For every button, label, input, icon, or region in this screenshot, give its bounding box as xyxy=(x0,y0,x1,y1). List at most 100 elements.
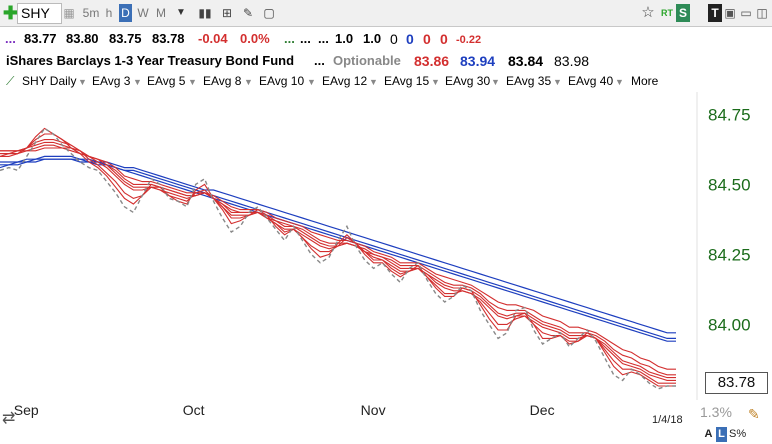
minimize-icon[interactable]: ▭ xyxy=(740,6,752,20)
fund-bid: 83.86 xyxy=(414,53,450,69)
quote-change: -0.04 xyxy=(198,31,228,46)
percent-label: 1.3% xyxy=(700,404,732,420)
series-eavg-35 xyxy=(0,158,676,339)
long-ema-group xyxy=(0,155,676,342)
chevron-down-icon[interactable]: ▼ xyxy=(133,77,142,87)
series-eavg-12 xyxy=(0,144,676,376)
legend-icon: ⟋ xyxy=(6,74,15,88)
series-eavg-3 xyxy=(0,127,676,387)
quote-v1: 1.0 xyxy=(335,31,354,46)
chevron-down-icon[interactable]: ▼ xyxy=(369,77,378,87)
fund-last: 83.84 xyxy=(508,53,544,69)
interval-w[interactable]: W xyxy=(137,6,149,20)
y-tick-label: 84.75 xyxy=(708,105,751,124)
a-button[interactable]: A xyxy=(704,428,713,440)
quote-v6: 0 xyxy=(440,31,448,47)
short-ema-group xyxy=(0,127,676,387)
list-grid-icon[interactable]: ▦ xyxy=(63,6,75,20)
quote-row: ... 83.77 83.80 83.75 83.78 -0.04 0.0% .… xyxy=(0,31,772,49)
x-axis: Sep Oct Nov Dec xyxy=(14,402,555,418)
x-tick-label: Dec xyxy=(530,402,555,418)
legend-item-eavg8[interactable]: EAvg 8 xyxy=(203,74,242,88)
rt-icon[interactable]: RT xyxy=(661,8,673,18)
chevron-down-icon[interactable]: ▼ xyxy=(553,77,562,87)
legend-item-shy-daily[interactable]: SHY Daily xyxy=(22,74,77,88)
window-icon[interactable]: ◫ xyxy=(756,6,768,20)
quote-dots4: ... xyxy=(318,31,329,46)
quote-v4: 0 xyxy=(406,31,414,47)
chevron-down-icon[interactable]: ▼ xyxy=(244,77,253,87)
quote-change-pct: 0.0% xyxy=(240,31,270,46)
chevron-down-icon[interactable]: ▼ xyxy=(615,77,624,87)
series-eavg-30 xyxy=(0,158,676,342)
t-icon[interactable]: T xyxy=(708,4,722,22)
chevron-down-icon[interactable]: ▼ xyxy=(431,77,440,87)
legend-item-eavg30[interactable]: EAvg 30 xyxy=(445,74,491,88)
chevron-down-icon[interactable]: ▼ xyxy=(188,77,197,87)
last-price-box: 83.78 xyxy=(705,372,768,394)
pencil-icon[interactable]: ✎ xyxy=(748,406,760,422)
chevron-down-icon[interactable]: ▼ xyxy=(307,77,316,87)
fund-row: iShares Barclays 1-3 Year Treasury Bond … xyxy=(0,53,772,71)
series-eavg-15 xyxy=(0,147,676,370)
chevron-down-icon[interactable]: ▼ xyxy=(78,77,87,87)
chart-toolbar: ✚ SHY ▦ 5m h D W M ▼ ▮▮ ⊞ ✎ ▢ ☆ RT S T ▣… xyxy=(0,0,772,27)
chevron-down-icon[interactable]: ▼ xyxy=(491,77,500,87)
series-eavg-10 xyxy=(0,141,676,379)
x-tick-label: Nov xyxy=(361,402,386,418)
bar-chart-icon[interactable]: ▮▮ xyxy=(198,6,212,20)
legend-item-eavg5[interactable]: EAvg 5 xyxy=(147,74,186,88)
quote-dots3: ... xyxy=(300,31,311,46)
legend-item-eavg10[interactable]: EAvg 10 xyxy=(259,74,305,88)
y-tick-label: 84.00 xyxy=(708,315,751,334)
interval-d[interactable]: D xyxy=(119,4,132,22)
quote-v5: 0 xyxy=(423,31,431,47)
pencil-icon[interactable]: ✎ xyxy=(242,6,254,20)
interval-m[interactable]: M xyxy=(156,6,166,20)
fund-prev: 83.98 xyxy=(554,53,590,69)
y-tick-label: 84.25 xyxy=(708,245,751,264)
interval-h[interactable]: h xyxy=(105,6,113,20)
plus-icon[interactable]: ✚ xyxy=(3,3,19,23)
compare-icon[interactable]: ⊞ xyxy=(221,6,233,20)
chevron-down-icon[interactable]: ▼ xyxy=(176,7,186,18)
quote-close: 83.78 xyxy=(152,31,185,46)
y-tick-label: 84.50 xyxy=(708,175,751,194)
fund-dots: ... xyxy=(314,53,325,68)
legend-item-more[interactable]: More xyxy=(631,74,659,88)
series-price xyxy=(0,127,676,390)
y-axis: 84.75 84.50 84.25 84.00 xyxy=(708,105,751,334)
quote-dots: ... xyxy=(5,31,16,46)
legend-item-eavg40[interactable]: EAvg 40 xyxy=(568,74,614,88)
note-icon[interactable]: ▢ xyxy=(263,6,275,20)
quote-v3: 0 xyxy=(390,31,398,47)
last-date-label: 1/4/18 xyxy=(652,414,683,426)
fund-ask: 83.94 xyxy=(460,53,496,69)
quote-low: 83.75 xyxy=(109,31,142,46)
star-icon[interactable]: ☆ xyxy=(641,4,655,21)
quote-v2: 1.0 xyxy=(363,31,382,46)
legend-item-eavg35[interactable]: EAvg 35 xyxy=(506,74,552,88)
optionable-label[interactable]: Optionable xyxy=(333,53,401,68)
s-icon[interactable]: S xyxy=(676,4,690,22)
legend-item-eavg3[interactable]: EAvg 3 xyxy=(92,74,131,88)
symbol-input[interactable]: SHY xyxy=(17,3,62,24)
x-tick-label: Oct xyxy=(183,402,205,418)
l-button[interactable]: L xyxy=(716,427,727,442)
legend-item-eavg12[interactable]: EAvg 12 xyxy=(322,74,368,88)
quote-dots2: ... xyxy=(284,31,295,46)
price-line-group xyxy=(0,127,676,390)
indicator-legend: ⟋ SHY Daily ▼ EAvg 3 ▼ EAvg 5 ▼ EAvg 8 ▼… xyxy=(0,72,700,92)
legend-item-eavg15[interactable]: EAvg 15 xyxy=(384,74,430,88)
quote-high: 83.80 xyxy=(66,31,99,46)
save-icon[interactable]: ▣ xyxy=(724,6,736,20)
x-tick-label: Sep xyxy=(14,402,39,418)
interval-5m[interactable]: 5m xyxy=(82,6,100,20)
quote-open: 83.77 xyxy=(24,31,57,46)
sync-icon[interactable]: ⇄ xyxy=(2,410,16,427)
series-eavg-40 xyxy=(0,155,676,334)
quote-v7: -0.22 xyxy=(456,34,482,46)
spct-button[interactable]: S% xyxy=(729,428,747,440)
fund-name: iShares Barclays 1-3 Year Treasury Bond … xyxy=(6,53,295,68)
